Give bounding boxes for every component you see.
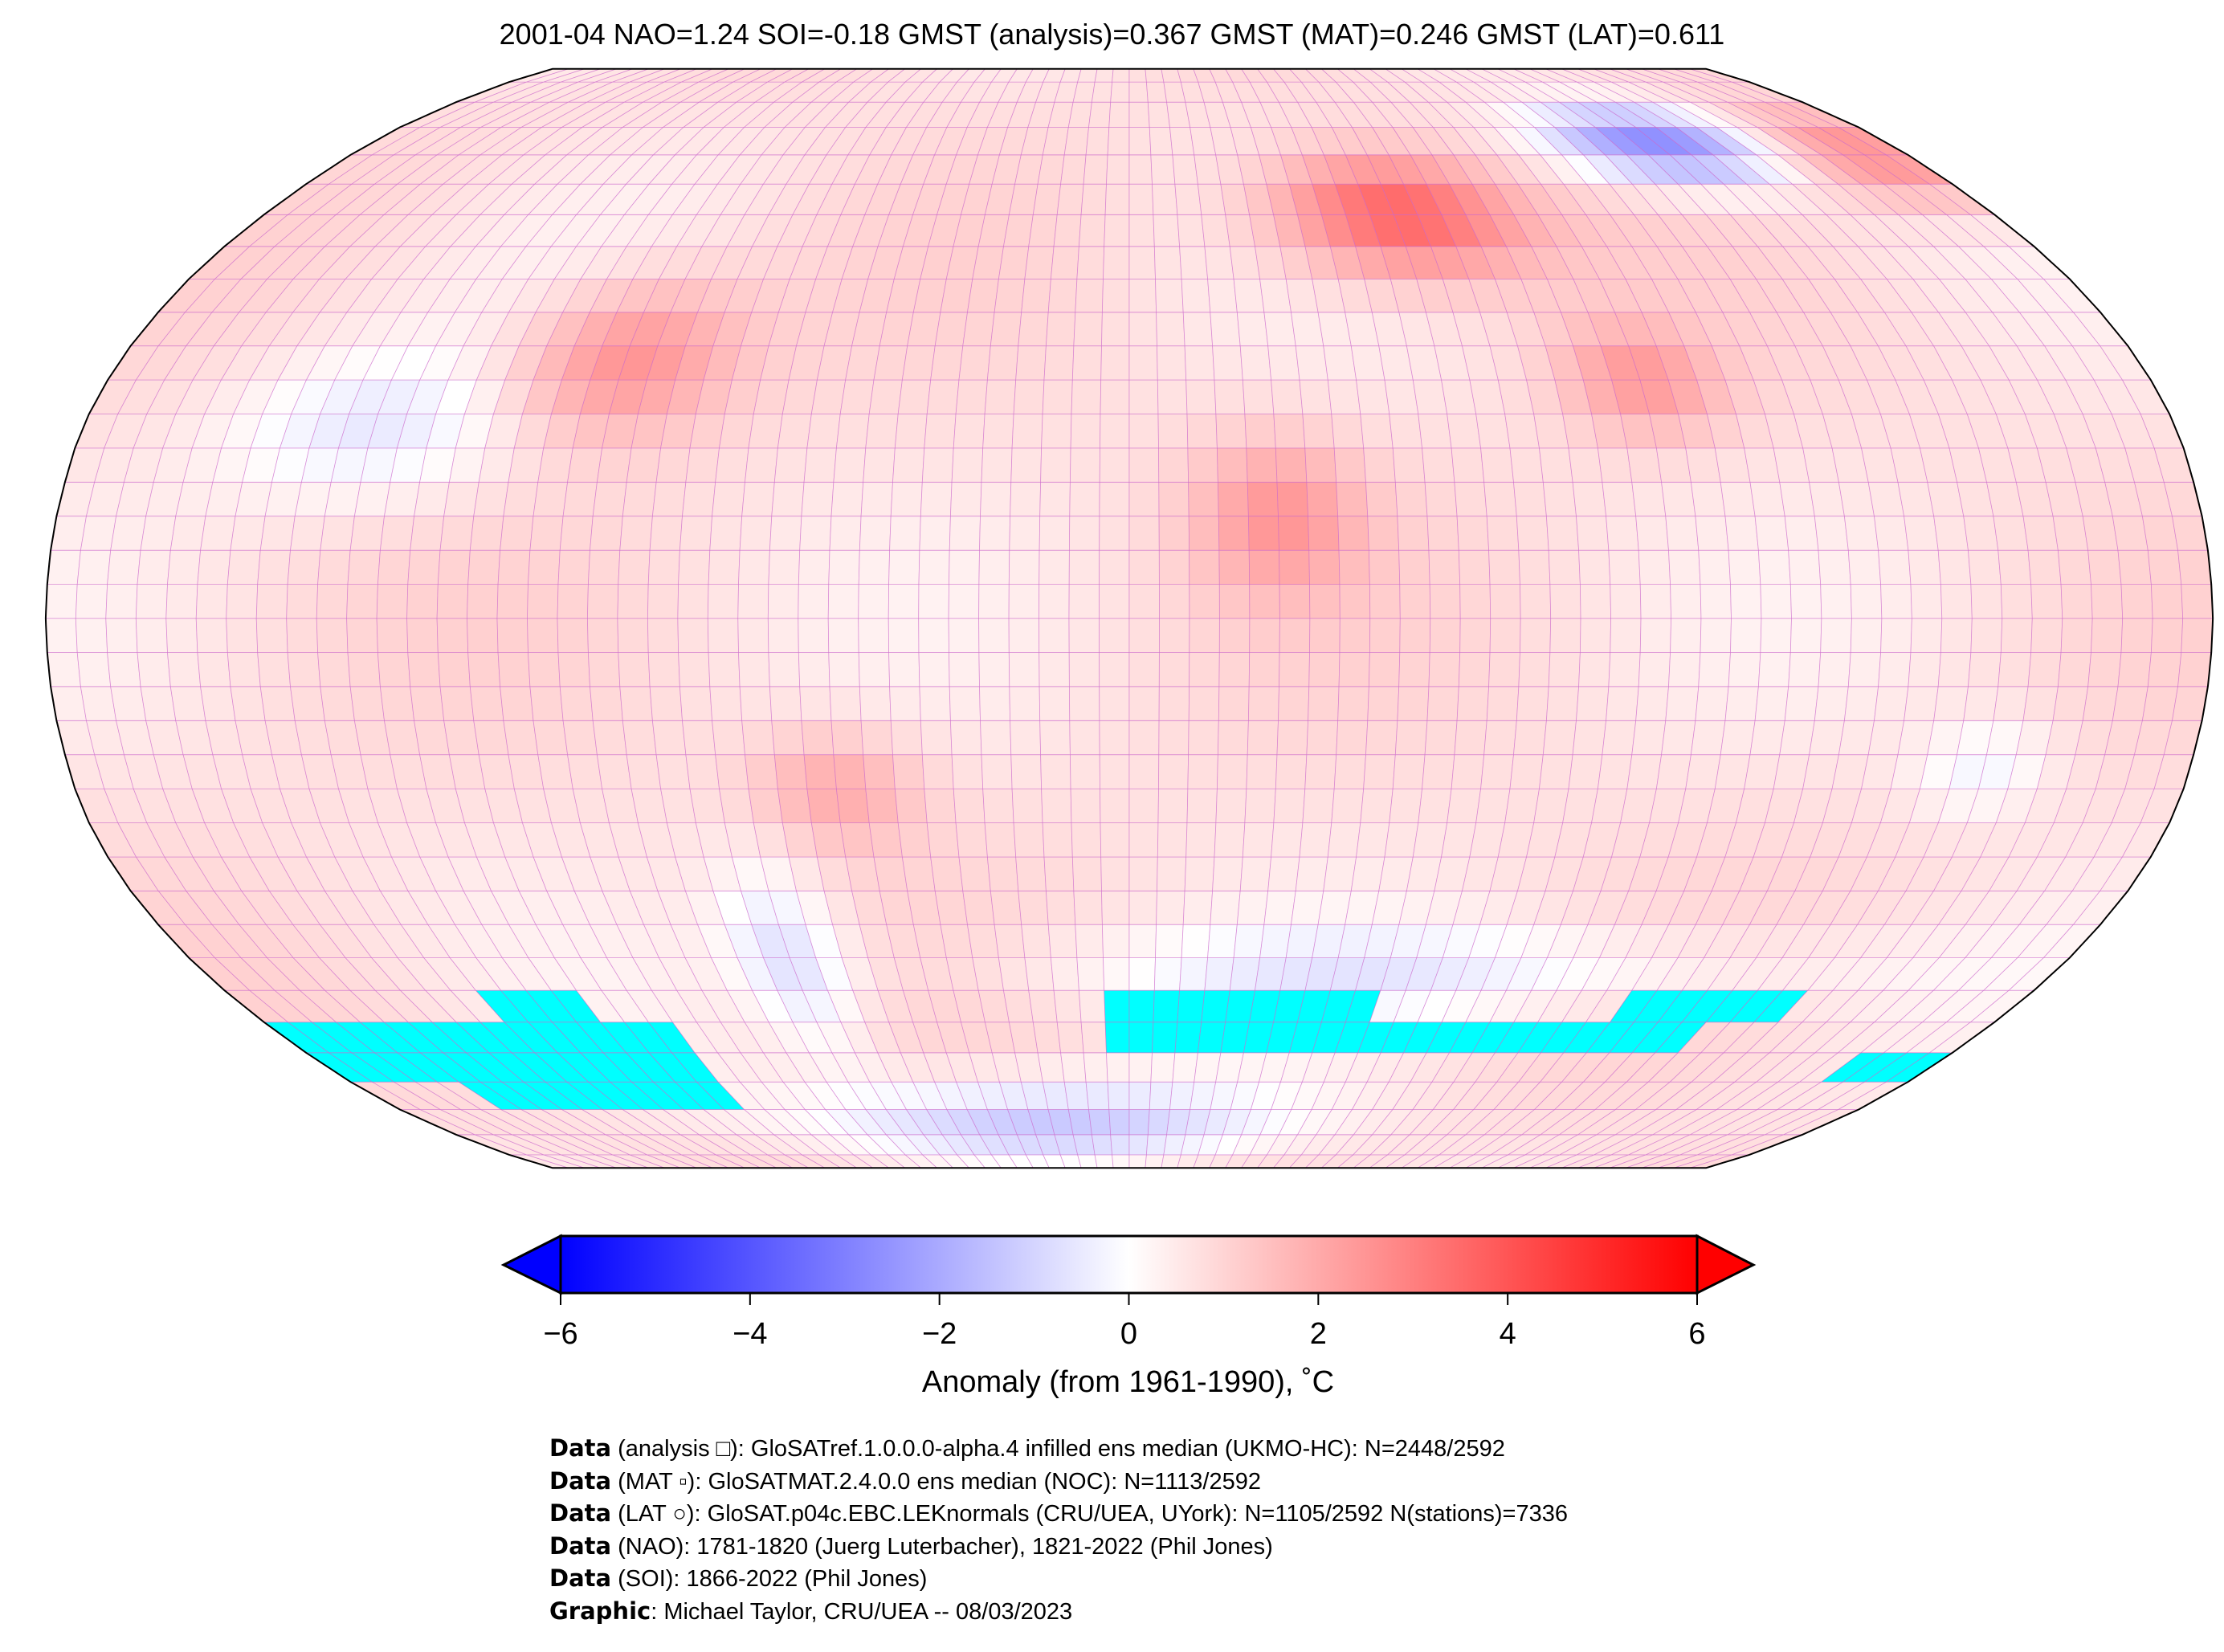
chart-title: 2001-04 NAO=1.24 SOI=-0.18 GMST (analysi…: [499, 18, 1725, 51]
grid-cells: [45, 68, 2214, 1169]
footer-line: Data (analysis □): GloSATref.1.0.0.0-alp…: [549, 1434, 1505, 1462]
colorbar: [500, 1234, 1757, 1305]
footer-line-label: Graphic: [549, 1597, 651, 1625]
footer-line: Data (MAT ▫): GloSATMAT.2.4.0.0 ens medi…: [549, 1467, 1261, 1495]
footer-line-text: (LAT ○): GloSAT.p04c.EBC.LEKnormals (CRU…: [611, 1501, 1568, 1527]
colorbar-max-extend: [1696, 1234, 1757, 1295]
footer-line: Data (NAO): 1781-1820 (Juerg Luterbacher…: [549, 1532, 1273, 1560]
footer-line: Data (SOI): 1866-2022 (Phil Jones): [549, 1564, 927, 1593]
colorbar-tick-label: 2: [1309, 1317, 1327, 1351]
footer-line-label: Data: [549, 1466, 612, 1495]
footer-line-text: (SOI): 1866-2022 (Phil Jones): [611, 1566, 928, 1592]
footer-line-label: Data: [549, 1434, 612, 1462]
footer-line: Data (LAT ○): GloSAT.p04c.EBC.LEKnormals…: [549, 1499, 1568, 1528]
footer-line-label: Data: [549, 1532, 612, 1560]
footer-line-text: (MAT ▫): GloSATMAT.2.4.0.0 ens median (N…: [611, 1468, 1261, 1495]
colorbar-tick-label: −4: [732, 1317, 768, 1351]
footer-line-text: (NAO): 1781-1820 (Juerg Luterbacher), 18…: [611, 1533, 1273, 1560]
footer-line-label: Data: [549, 1564, 612, 1592]
colorbar-tick-label: −6: [543, 1317, 578, 1351]
colorbar-label: Anomaly (from 1961-1990), ˚C: [921, 1365, 1335, 1399]
footer-line-text: (analysis □): GloSATref.1.0.0.0-alpha.4 …: [611, 1436, 1505, 1462]
colorbar-min-extend: [500, 1234, 562, 1295]
colorbar-tick-label: 0: [1120, 1317, 1138, 1351]
colorbar-tick-label: 4: [1499, 1317, 1516, 1351]
colorbar-tick-label: 6: [1688, 1317, 1706, 1351]
footer-line: Graphic: Michael Taylor, CRU/UEA -- 08/0…: [549, 1597, 1072, 1625]
footer-line-label: Data: [549, 1499, 612, 1527]
colorbar-gradient: [559, 1234, 1699, 1295]
colorbar-tick-label: −2: [921, 1317, 957, 1351]
footer-line-text: : Michael Taylor, CRU/UEA -- 08/03/2023: [651, 1598, 1073, 1625]
world-anomaly-map: [44, 67, 2214, 1169]
